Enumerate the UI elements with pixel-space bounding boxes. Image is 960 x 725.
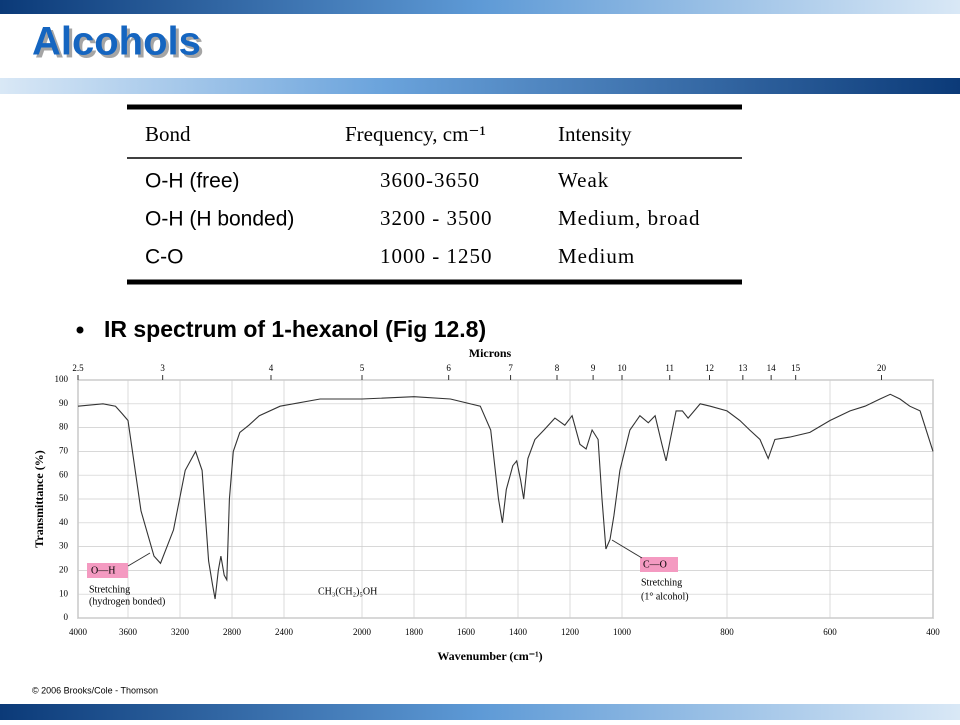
table-cell: Medium [558,244,635,268]
y-tick-label: 30 [59,541,69,551]
top-tick-label: 13 [738,363,748,373]
x-tick-label: 400 [926,627,940,637]
annotation: Stretching [89,584,130,595]
table-cell: 1000 - 1250 [380,244,493,268]
column-header: Intensity [558,122,632,146]
top-tick-label: 3 [160,363,165,373]
x-tick-label: 800 [720,627,734,637]
table-cell: 3600-3650 [380,168,480,192]
y-tick-label: 60 [59,469,69,479]
y-tick-label: 10 [59,588,69,598]
title-shadow: Alcohols [35,23,204,67]
column-header: Bond [145,122,191,146]
table [127,104,742,285]
y-axis-label: Transmittance (%) [32,450,46,547]
table-cell: O-H (free) [145,170,240,193]
top-tick-label: 8 [555,363,560,373]
bullet-text: IR spectrum of 1-hexanol (Fig 12.8) [104,316,486,342]
table-cell: Medium, broad [558,206,700,230]
y-tick-label: 100 [55,374,69,384]
top-tick-label: 14 [767,363,777,373]
column-header: Frequency, cm⁻¹ [345,122,486,146]
x-tick-label: 3600 [119,627,138,637]
top-tick-label: 20 [877,363,887,373]
top-tick-label: 7 [508,363,513,373]
x-tick-label: 1600 [457,627,476,637]
x-tick-label: 1000 [613,627,632,637]
table-cell: 3200 - 3500 [380,206,493,230]
table-cell: O-H (H bonded) [145,208,294,231]
table-cell: Weak [558,168,609,192]
top-tick-label: 9 [591,363,596,373]
copyright: © 2006 Brooks/Cole - Thomson [32,685,158,695]
x-tick-label: 1800 [405,627,424,637]
top-tick-label: 10 [618,363,628,373]
y-tick-label: 50 [59,493,69,503]
x-tick-label: 4000 [69,627,88,637]
top-tick-label: 5 [360,363,365,373]
x-tick-label: 3200 [171,627,190,637]
slide-title: Alcohols [32,20,201,64]
arrow [611,539,643,559]
x-tick-label: 600 [823,627,837,637]
bottom-band [0,704,960,720]
x-tick-label: 2000 [353,627,372,637]
top-axis-label: Microns [469,346,512,360]
top-tick-label: 11 [665,363,674,373]
top-tick-label: 4 [269,363,274,373]
arrow [127,552,151,567]
y-tick-label: 40 [59,517,69,527]
x-tick-label: 2400 [275,627,294,637]
bullet-dot [76,326,84,334]
annotation: O—H [91,565,115,576]
y-tick-label: 80 [59,422,69,432]
top-tick-label: 15 [791,363,801,373]
annotation: (hydrogen bonded) [89,596,165,607]
top-tick-label: 2.5 [72,363,84,373]
spectrum-line [77,393,934,600]
x-tick-label: 2800 [223,627,242,637]
y-tick-label: 0 [64,612,69,622]
x-tick-label: 1200 [561,627,580,637]
annotation: Stretching [641,577,682,588]
x-tick-label: 1400 [509,627,528,637]
y-tick-label: 90 [59,398,69,408]
y-tick-label: 70 [59,445,69,455]
annotation: CH₃(CH₂)₅OH [318,586,377,597]
x-axis-label: Wavenumber (cm⁻¹) [437,649,542,663]
top-tick-label: 12 [705,363,714,373]
table-cell: C-O [145,246,184,269]
title-band [0,78,960,94]
label-box [87,563,128,578]
y-tick-label: 20 [59,564,69,574]
top-tick-label: 6 [446,363,451,373]
top-band [0,0,960,14]
label-box [640,557,678,572]
annotation: (1° alcohol) [641,591,689,602]
annotation: C—O [643,559,667,570]
